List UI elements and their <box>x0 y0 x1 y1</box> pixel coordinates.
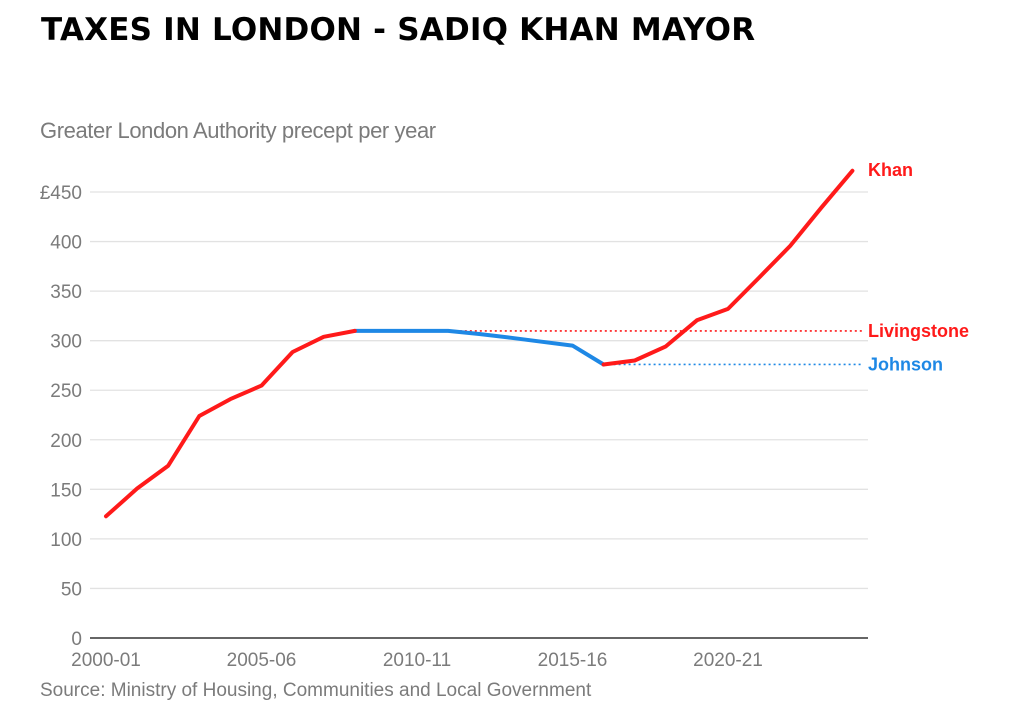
series-line-livingstone <box>104 328 357 519</box>
reference-lines <box>354 330 863 366</box>
x-tick-label: 2005-06 <box>227 650 297 671</box>
y-tick-label: 250 <box>50 381 82 402</box>
series-line-johnson <box>352 328 606 367</box>
x-tick-label: 2000-01 <box>71 650 141 671</box>
y-tick-label: 0 <box>71 629 82 650</box>
x-axis-ticks: 2000-01 2005-06 2010-11 2015-16 2020-21 <box>71 650 763 671</box>
x-tick-label: 2020-21 <box>693 650 763 671</box>
y-tick-label: 400 <box>50 233 82 254</box>
y-tick-label: 150 <box>50 480 82 501</box>
series-lines <box>104 168 855 519</box>
series-line-khan <box>601 168 855 367</box>
y-tick-label: 350 <box>50 282 82 303</box>
y-axis-ticks: 0 50 100 150 200 250 300 350 400 £450 <box>40 183 82 650</box>
x-tick-label: 2015-16 <box>538 650 608 671</box>
series-label-johnson: Johnson <box>868 354 943 374</box>
series-label-khan: Khan <box>868 160 913 180</box>
x-tick-label: 2010-11 <box>383 650 451 671</box>
headline: TAXES IN LONDON - SADIQ KHAN MAYOR <box>41 12 756 48</box>
gridlines <box>90 191 868 639</box>
y-tick-label: 200 <box>50 431 82 452</box>
chart-title: Greater London Authority precept per yea… <box>40 118 436 143</box>
series-label-livingstone: Livingstone <box>868 321 969 341</box>
y-tick-label: 300 <box>50 332 82 353</box>
y-tick-label: 50 <box>61 579 82 600</box>
y-tick-label: 100 <box>50 530 82 551</box>
source-note: Source: Ministry of Housing, Communities… <box>40 680 592 701</box>
series-labels: Khan Livingstone Johnson <box>868 160 969 375</box>
y-tick-label: £450 <box>40 183 82 204</box>
